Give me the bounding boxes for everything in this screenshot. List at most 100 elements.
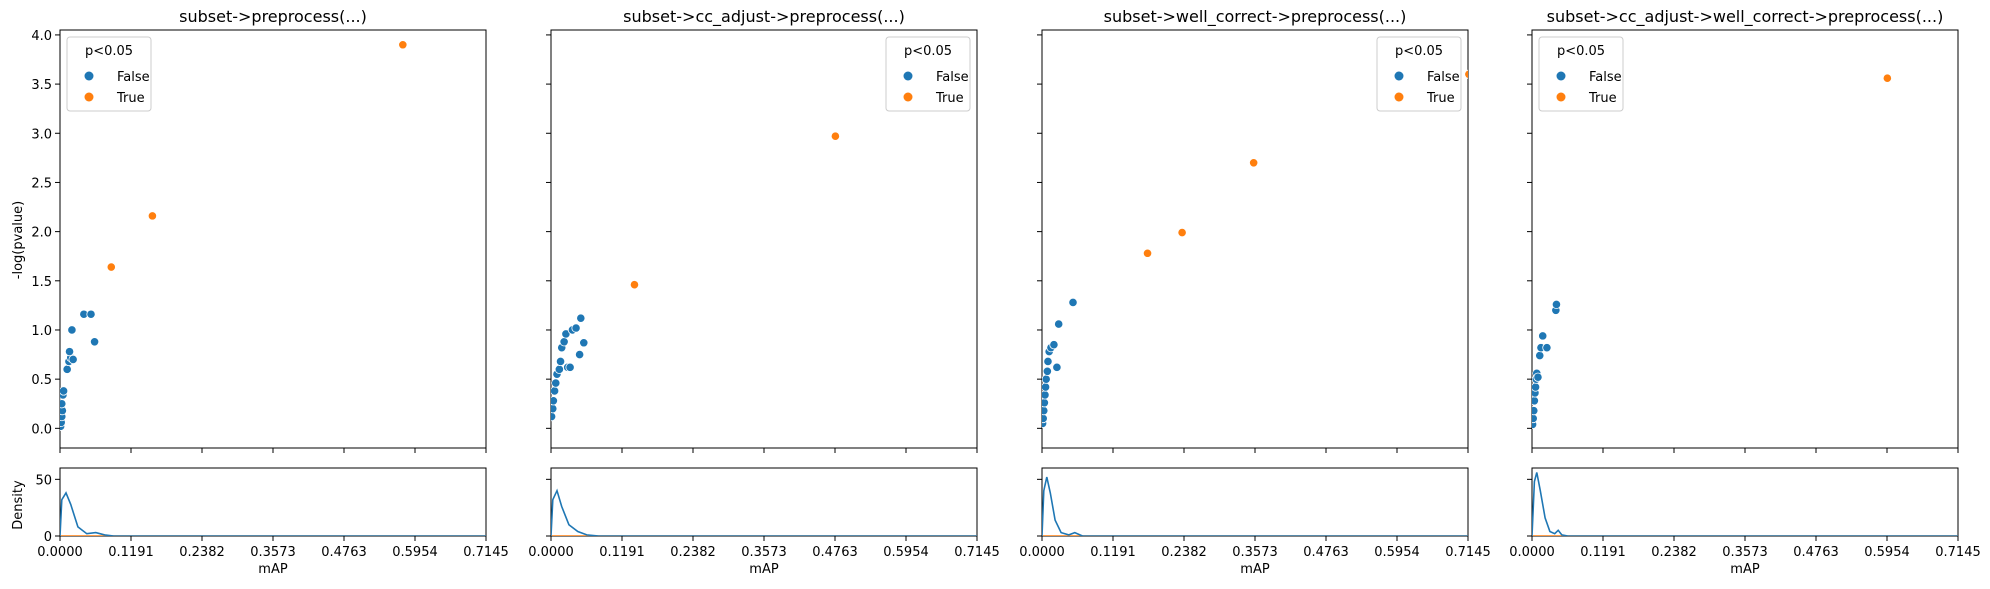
- y-tick-label: 2.0: [31, 226, 52, 241]
- point-true: [106, 262, 116, 272]
- legend-box: [1538, 36, 1624, 112]
- point-false: [1535, 350, 1545, 361]
- legend-label-false: False: [936, 70, 969, 85]
- x-tick-label: 0.1191: [108, 545, 154, 560]
- chart-panel-3: subset->well_correct->preprocess(...) p<0…: [1019, 7, 1491, 577]
- chart-panel-2: subset->cc_adjust->preprocess(...) p<0.05…: [528, 7, 1000, 577]
- y-tick-label: 0.5: [31, 373, 52, 388]
- point-false: [551, 386, 560, 396]
- point-false: [89, 337, 100, 347]
- legend: p<0.05 False True: [1376, 36, 1462, 112]
- point-false: [555, 356, 566, 367]
- x-tick-label: 0.5954: [392, 545, 438, 560]
- legend-marker-false: [84, 71, 94, 81]
- point-false: [1049, 340, 1059, 350]
- density-y-axis-label: Density: [11, 480, 26, 530]
- x-tick-label: 0.2382: [1161, 545, 1207, 560]
- scatter-points: [1042, 69, 1468, 429]
- point-false: [1542, 343, 1552, 353]
- density-y-tick-label: 50: [35, 473, 52, 488]
- point-false: [1551, 299, 1562, 310]
- point-false: [551, 411, 557, 422]
- density-frame: [1531, 467, 1959, 537]
- legend-label-true: True: [1588, 91, 1617, 106]
- point-true: [1464, 69, 1468, 79]
- x-tick-label: 0.3573: [1232, 545, 1278, 560]
- point-false: [1532, 413, 1538, 424]
- x-tick-label: 0.7145: [1445, 545, 1491, 560]
- point-false: [1042, 382, 1051, 392]
- point-false: [1042, 413, 1048, 424]
- x-tick-label: 0.2382: [1651, 545, 1697, 560]
- x-axis-label: mAP: [749, 562, 779, 577]
- x-tick-label: 0.4763: [1793, 545, 1839, 560]
- point-false: [575, 349, 585, 360]
- x-tick-label: 0.7145: [954, 545, 1000, 560]
- x-tick-label: 0.1191: [1090, 545, 1136, 560]
- point-false: [62, 364, 72, 374]
- density-curves: [1532, 472, 1958, 536]
- point-false: [554, 364, 564, 374]
- x-tick-label: 0.3573: [741, 545, 787, 560]
- x-axis-label: mAP: [1730, 562, 1760, 577]
- scatter-points: [60, 40, 408, 431]
- point-false: [86, 309, 96, 319]
- x-axis-label: mAP: [1240, 562, 1270, 577]
- x-tick-label: 0.5954: [1864, 545, 1910, 560]
- point-false: [1532, 396, 1539, 406]
- point-false: [1042, 374, 1051, 384]
- point-true: [1249, 158, 1259, 168]
- point-false: [1042, 406, 1049, 416]
- density-frame: [59, 467, 487, 537]
- chart-title: subset->cc_adjust->well_correct->preproc…: [1547, 7, 1944, 27]
- point-false: [579, 338, 589, 348]
- x-tick-label: 0.2382: [670, 545, 716, 560]
- x-tick-label: 0.4763: [812, 545, 858, 560]
- legend-marker-true: [903, 92, 913, 102]
- point-true: [1142, 248, 1153, 258]
- legend-marker-true: [84, 92, 94, 102]
- point-false: [60, 399, 67, 409]
- chart-title: subset->preprocess(...): [179, 7, 367, 26]
- legend-marker-false: [1556, 71, 1566, 81]
- x-tick-label: 0.0000: [528, 545, 574, 560]
- legend-label-false: False: [1589, 70, 1622, 85]
- point-true: [398, 40, 408, 50]
- density-y-tick-label: 0: [44, 530, 52, 545]
- legend-box: [1376, 36, 1462, 112]
- legend-box: [66, 36, 152, 112]
- point-false: [1533, 372, 1543, 382]
- point-false: [64, 347, 75, 357]
- x-tick-label: 0.0000: [1019, 545, 1065, 560]
- legend-title: p<0.05: [1557, 44, 1605, 59]
- density-curves: [1042, 476, 1468, 536]
- x-tick-label: 0.1191: [599, 545, 645, 560]
- point-true: [629, 280, 640, 290]
- point-false: [60, 386, 69, 396]
- scatter-points: [551, 131, 840, 422]
- x-tick-label: 0.7145: [463, 545, 509, 560]
- y-tick-label: 1.5: [31, 275, 52, 290]
- density-curves: [551, 488, 977, 536]
- x-tick-label: 0.0000: [37, 545, 83, 560]
- point-true: [1177, 228, 1187, 238]
- point-false: [1042, 398, 1049, 408]
- legend-title: p<0.05: [904, 44, 952, 59]
- x-tick-label: 0.1191: [1580, 545, 1626, 560]
- density-frame: [1041, 467, 1469, 537]
- point-false: [1054, 319, 1064, 329]
- x-tick-label: 0.5954: [1374, 545, 1420, 560]
- point-false: [1042, 366, 1052, 376]
- y-tick-label: 1.0: [31, 324, 52, 339]
- legend-label-true: True: [1426, 91, 1455, 106]
- point-false: [576, 313, 586, 323]
- point-false: [559, 337, 569, 347]
- chart-title: subset->well_correct->preprocess(...): [1104, 7, 1407, 27]
- legend: p<0.05 False True: [1538, 36, 1624, 112]
- point-false: [1052, 362, 1062, 372]
- legend-title: p<0.05: [1395, 44, 1443, 59]
- x-tick-label: 0.4763: [1303, 545, 1349, 560]
- point-false: [1043, 356, 1053, 367]
- x-tick-label: 0.3573: [250, 545, 296, 560]
